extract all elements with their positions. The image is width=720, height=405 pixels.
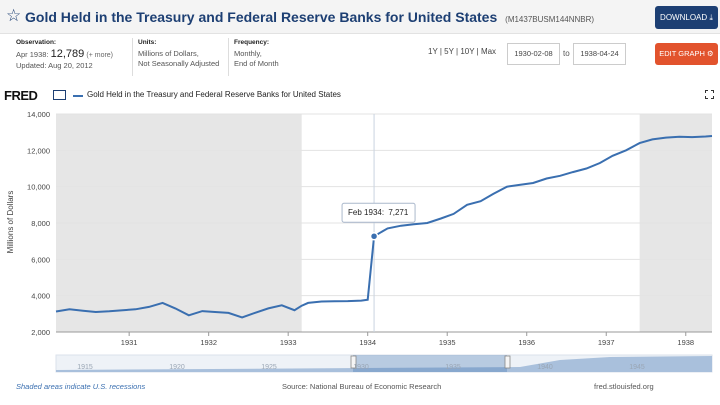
x-tick-label: 1934 <box>359 338 376 347</box>
range-selector[interactable]: 1Y | 5Y | 10Y | Max <box>428 47 497 56</box>
y-axis-label: Millions of Dollars <box>6 191 15 254</box>
tooltip-value: 7,271 <box>388 208 409 217</box>
navigator[interactable]: 1915 1920 1925 1930 1935 1940 1945 <box>55 354 713 373</box>
navigator-handle[interactable] <box>350 355 357 369</box>
units-line-2: Not Seasonally Adjusted <box>138 59 220 68</box>
navigator-area <box>56 356 712 372</box>
page-title: Gold Held in the Treasury and Federal Re… <box>25 9 594 25</box>
x-tick-label: 1935 <box>439 338 456 347</box>
end-date-input[interactable]: 1938-04-24 <box>573 43 626 65</box>
navigator-window[interactable] <box>353 355 507 372</box>
tooltip-label: Feb 1934: <box>348 208 384 217</box>
legend-swatch <box>73 95 83 97</box>
download-icon: ⤓ <box>709 13 713 22</box>
x-tick-label: 1932 <box>200 338 217 347</box>
series-id: (M1437BUSM144NNBR) <box>505 15 595 24</box>
observation-more-link[interactable]: (+ more) <box>86 52 114 59</box>
y-tick-label: 8,000 <box>31 219 50 228</box>
edit-graph-label: EDIT GRAPH <box>659 49 705 58</box>
x-tick-label: 1933 <box>280 338 297 347</box>
y-tick-label: 2,000 <box>31 328 50 337</box>
star-icon[interactable]: ☆ <box>6 6 22 25</box>
navigator-tick-label: 1915 <box>77 364 93 371</box>
start-date-input[interactable]: 1930-02-08 <box>507 43 560 65</box>
source-note: Source: National Bureau of Economic Rese… <box>282 382 442 391</box>
y-tick-label: 14,000 <box>27 110 50 119</box>
units-label: Units: <box>138 39 157 46</box>
navigator-tick-label: 1940 <box>537 364 553 371</box>
frequency-line-2: End of Month <box>234 59 279 68</box>
y-tick-label: 10,000 <box>27 183 50 192</box>
fred-chart-icon <box>53 90 66 100</box>
legend-series-name: Gold Held in the Treasury and Federal Re… <box>87 90 341 99</box>
download-label: DOWNLOAD <box>660 13 708 22</box>
navigator-tick-label: 1935 <box>445 364 461 371</box>
navigator-tick-label: 1920 <box>169 364 185 371</box>
y-tick-label: 6,000 <box>31 255 50 264</box>
header-bar: ☆ Gold Held in the Treasury and Federal … <box>0 0 720 34</box>
date-to-label: to <box>563 49 570 58</box>
navigator-tick-label: 1925 <box>261 364 277 371</box>
navigator-handle[interactable] <box>504 355 511 369</box>
frequency-label: Frequency: <box>234 39 270 46</box>
svg-text:Feb 1934: 7,271: Feb 1934: 7,271 <box>348 208 409 217</box>
frequency-block: Frequency: Monthly, End of Month <box>228 38 279 76</box>
gear-icon: ⚙ <box>707 49 714 58</box>
frequency-line-1: Monthly, <box>234 49 262 58</box>
x-tick-label: 1936 <box>518 338 535 347</box>
x-tick-label: 1931 <box>121 338 138 347</box>
units-line-1: Millions of Dollars, <box>138 49 199 58</box>
observation-label: Observation: <box>16 39 57 46</box>
navigator-tick-label: 1945 <box>629 364 645 371</box>
observation-block: Observation: Apr 1938: 12,789 (+ more) U… <box>16 38 113 71</box>
observation-value: 12,789 <box>50 48 85 60</box>
y-tick-label: 4,000 <box>31 292 50 301</box>
download-button[interactable]: DOWNLOAD ⤓ <box>655 6 718 29</box>
x-tick-label: 1937 <box>598 338 615 347</box>
tooltip-point <box>369 231 379 241</box>
updated-date: Updated: Aug 20, 2012 <box>16 61 93 70</box>
tooltip: Feb 1934: 7,271 <box>341 202 416 223</box>
fred-logo: FRED <box>4 88 38 103</box>
y-tick-label: 12,000 <box>27 146 50 155</box>
x-tick-label: 1938 <box>677 338 694 347</box>
observation-date: Apr 1938: <box>16 50 49 59</box>
recession-note: Shaded areas indicate U.S. recessions <box>16 382 146 391</box>
fullscreen-icon[interactable] <box>705 90 714 99</box>
edit-graph-button[interactable]: EDIT GRAPH ⚙ <box>655 43 718 65</box>
navigator-tick-label: 1930 <box>353 364 369 371</box>
units-block: Units: Millions of Dollars, Not Seasonal… <box>132 38 219 76</box>
site-link[interactable]: fred.stlouisfed.org <box>594 382 654 391</box>
series-title: Gold Held in the Treasury and Federal Re… <box>25 9 498 25</box>
